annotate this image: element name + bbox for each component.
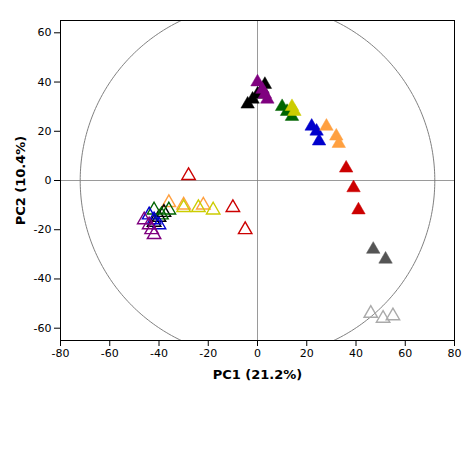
svg-text:40: 40 <box>38 76 52 89</box>
svg-text:PC1 (21.2%): PC1 (21.2%) <box>213 367 303 382</box>
svg-text:60: 60 <box>398 347 412 360</box>
svg-text:-40: -40 <box>150 347 168 360</box>
svg-text:40: 40 <box>349 347 363 360</box>
svg-text:80: 80 <box>448 347 462 360</box>
svg-text:20: 20 <box>38 125 52 138</box>
svg-text:-80: -80 <box>52 347 70 360</box>
svg-text:20: 20 <box>300 347 314 360</box>
svg-text:-20: -20 <box>34 223 52 236</box>
svg-text:-20: -20 <box>199 347 217 360</box>
svg-text:0: 0 <box>254 347 261 360</box>
svg-text:60: 60 <box>38 26 52 39</box>
svg-text:0: 0 <box>45 174 52 187</box>
svg-text:-60: -60 <box>34 322 52 335</box>
svg-text:-60: -60 <box>101 347 119 360</box>
svg-text:-40: -40 <box>34 272 52 285</box>
svg-text:PC2 (10.4%): PC2 (10.4%) <box>13 136 28 226</box>
